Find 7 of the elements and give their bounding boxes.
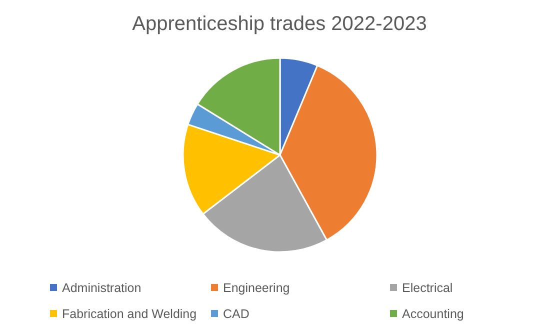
legend-label: Engineering bbox=[223, 281, 290, 295]
legend-label: CAD bbox=[223, 307, 250, 321]
legend-label: Accounting bbox=[402, 307, 464, 321]
legend-label: Administration bbox=[62, 281, 142, 295]
legend-label: Fabrication and Welding bbox=[62, 307, 197, 321]
chart-title: Apprenticeship trades 2022-2023 bbox=[132, 13, 427, 35]
legend-label: Electrical bbox=[402, 281, 453, 295]
